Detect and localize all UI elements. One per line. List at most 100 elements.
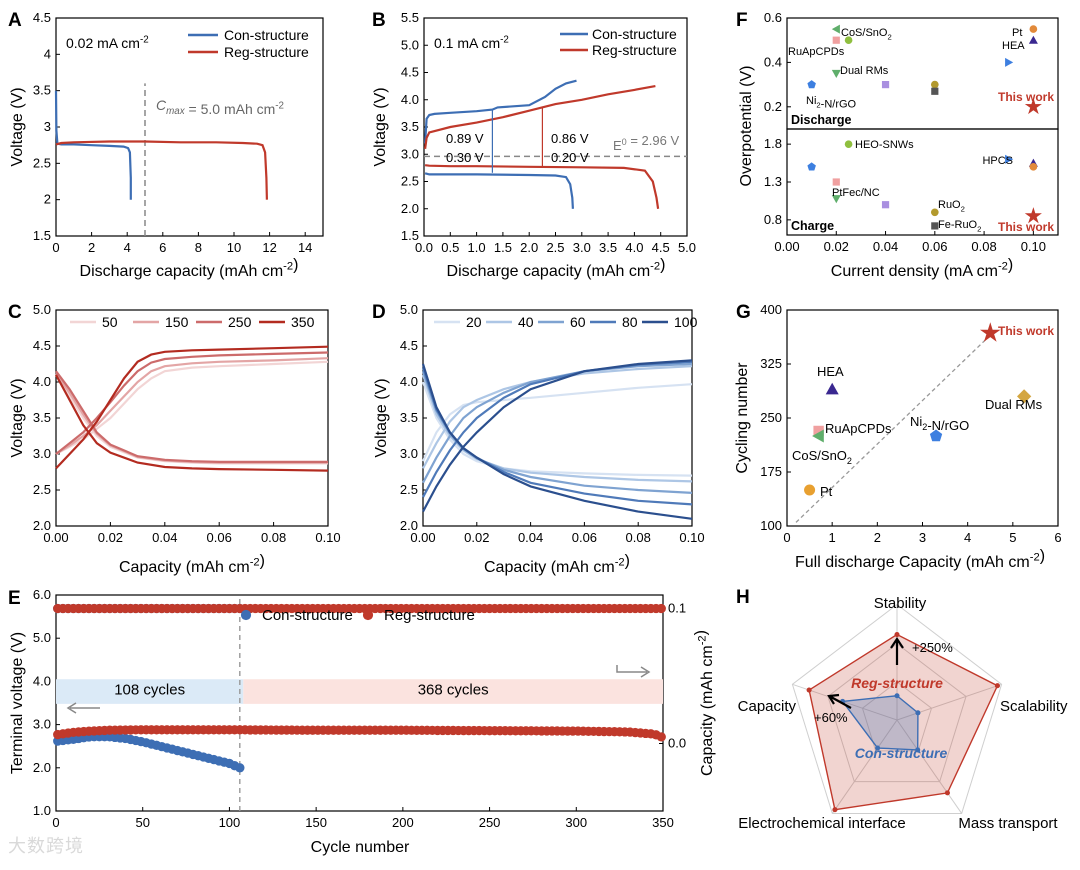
x-tick-label: 4	[124, 240, 131, 255]
panel-G: 0 1 2 3 4 5 6 100 175 250 325 400 G This work HEA Dual …	[734, 302, 1062, 571]
radar-spoke	[896, 683, 1002, 721]
y-tick-label: 1.5	[401, 228, 419, 243]
data-point	[881, 201, 890, 209]
radar-series-label: Reg-structure	[851, 675, 943, 691]
voltage-dot	[235, 763, 245, 773]
panel-B: 0.0 0.5 1.0 1.5 2.0 2.5 3.0 3.5 4.0 4.5 5.0 1.5 2.0 2…	[372, 10, 696, 280]
point-label: Ni2-N/rGO	[806, 95, 857, 110]
improvement-label: +60%	[814, 710, 848, 725]
x-tick-label: 0.06	[207, 530, 232, 545]
cmax-label: Cmax = 5.0 mAh cm-2	[156, 97, 284, 117]
data-point	[1029, 25, 1038, 33]
data-point	[831, 24, 840, 34]
charge-curve-350	[55, 345, 329, 470]
y-tick-label: 1.8	[764, 136, 782, 151]
charge-curve-40	[422, 365, 693, 469]
point-label: HEA	[1002, 40, 1025, 52]
legend-label: 250	[228, 314, 252, 330]
x-tick-label: 0.02	[464, 530, 489, 545]
cycle-band	[243, 679, 663, 704]
panel-letter: C	[8, 302, 22, 323]
panel-D: 0.00 0.02 0.04 0.06 0.08 0.10 2.0 2.5 3.0 3.5 4.0 4…	[372, 302, 705, 576]
x-axis-label: Cycle number	[311, 839, 410, 856]
y-tick-label: 4.5	[33, 338, 51, 353]
data-point	[844, 36, 853, 45]
point-label: Dual RMs	[840, 65, 889, 77]
x-tick-label: 5.0	[678, 240, 696, 255]
y-tick-label: 250	[760, 410, 782, 425]
y-tick-label: 2.0	[401, 201, 419, 216]
point-label: RuO2	[938, 199, 965, 213]
y-axis-label: Voltage (V)	[9, 87, 26, 166]
x-tick-label: 100	[219, 815, 241, 830]
data-point	[1029, 163, 1038, 171]
y-tick-label: 1.0	[33, 803, 51, 818]
charge-curve-60	[422, 362, 693, 484]
data-point	[881, 81, 890, 89]
y-tick-label: 2.5	[400, 482, 418, 497]
point-label: HEO-SNWs	[855, 139, 914, 151]
charge-curve-150	[55, 357, 329, 455]
x-tick-label: 0.04	[873, 239, 898, 254]
x-tick-label: 0	[52, 240, 59, 255]
point-label: Pt	[1012, 27, 1022, 39]
y-tick-label: 2.0	[33, 760, 51, 775]
y-tick-label: 4.0	[401, 92, 419, 107]
x-tick-label: 0.10	[1021, 239, 1046, 254]
improvement-label: +250%	[912, 640, 953, 655]
x-tick-label: 4.0	[625, 240, 643, 255]
data-point	[1028, 35, 1038, 44]
panel-E: 0 50 100 150 200 250 300 350 1.0 2.0 3.0 4.0 5.0 6.0 E…	[8, 587, 716, 856]
curve-con-structure	[54, 90, 132, 200]
legend-label: 20	[466, 314, 482, 330]
y-tick-label: 3.0	[400, 446, 418, 461]
x-tick-label: 14	[298, 240, 312, 255]
point-label: This work	[998, 90, 1054, 104]
x-tick-label: 0.06	[922, 239, 947, 254]
data-point	[930, 80, 939, 89]
y-axis-label: Voltage (V)	[372, 87, 389, 166]
x-tick-label: 6	[159, 240, 166, 255]
x-axis-label: Current density (mA cm-2)	[831, 257, 1013, 280]
data-point	[980, 322, 1001, 342]
overpotential-label: 0.89 V	[446, 131, 484, 146]
panel-C: 0.00 0.02 0.04 0.06 0.08 0.10 2.0 2.5 3.0 3.5 4.0 4…	[8, 302, 341, 576]
y-tick-label: 3.0	[401, 146, 419, 161]
y-tick-label: 2.0	[33, 518, 51, 533]
discharge-curve-350	[55, 374, 329, 472]
charge-curve-80	[422, 360, 693, 498]
x-tick-label: 2.0	[520, 240, 538, 255]
y-tick-label: 1.5	[33, 228, 51, 243]
x-tick-label: 0.08	[971, 239, 996, 254]
x-tick-label: 0.08	[626, 530, 651, 545]
x-axis-label: Full discharge Capacity (mAh cm-2)	[795, 548, 1045, 571]
y-tick-label: 4.5	[401, 65, 419, 80]
legend-label: Reg-structure	[384, 607, 475, 624]
legend-dot	[240, 609, 252, 621]
point-label: PtFec/NC	[832, 187, 880, 199]
subpanel-label: Charge	[791, 219, 834, 233]
y-tick-label: 4.0	[33, 374, 51, 389]
x-tick-label: 250	[479, 815, 501, 830]
panel-F: F 0.2 0.4 0.6 Discharge 0.8 1.3 1.8 Charge 0.00 0.…	[736, 10, 1059, 280]
cycle-band-label: 368 cycles	[418, 681, 489, 698]
x-tick-label: 300	[565, 815, 587, 830]
y-tick-label: 0.4	[764, 54, 782, 69]
charge-curve-250	[55, 351, 329, 455]
y-tick-label: 3	[44, 119, 51, 134]
radar-vertex	[806, 687, 812, 693]
y2-axis-label: Capacity (mAh cm-2)	[693, 630, 716, 776]
y-axis-label: Cycling number	[734, 362, 751, 474]
trend-line	[795, 334, 991, 523]
data-point	[1005, 154, 1014, 164]
data-point	[804, 484, 816, 496]
y-tick-label: 4.5	[33, 10, 51, 25]
discharge-curve-100	[421, 363, 693, 520]
y-tick-label: 0.6	[764, 10, 782, 25]
legend-label: Con-structure	[262, 607, 353, 624]
x-tick-label: 2.5	[546, 240, 564, 255]
y-tick-label: 3.5	[400, 410, 418, 425]
legend-label: 150	[165, 314, 189, 330]
y-axis-label: Overpotential (V)	[738, 66, 755, 187]
point-label: Dual RMs	[985, 397, 1043, 412]
